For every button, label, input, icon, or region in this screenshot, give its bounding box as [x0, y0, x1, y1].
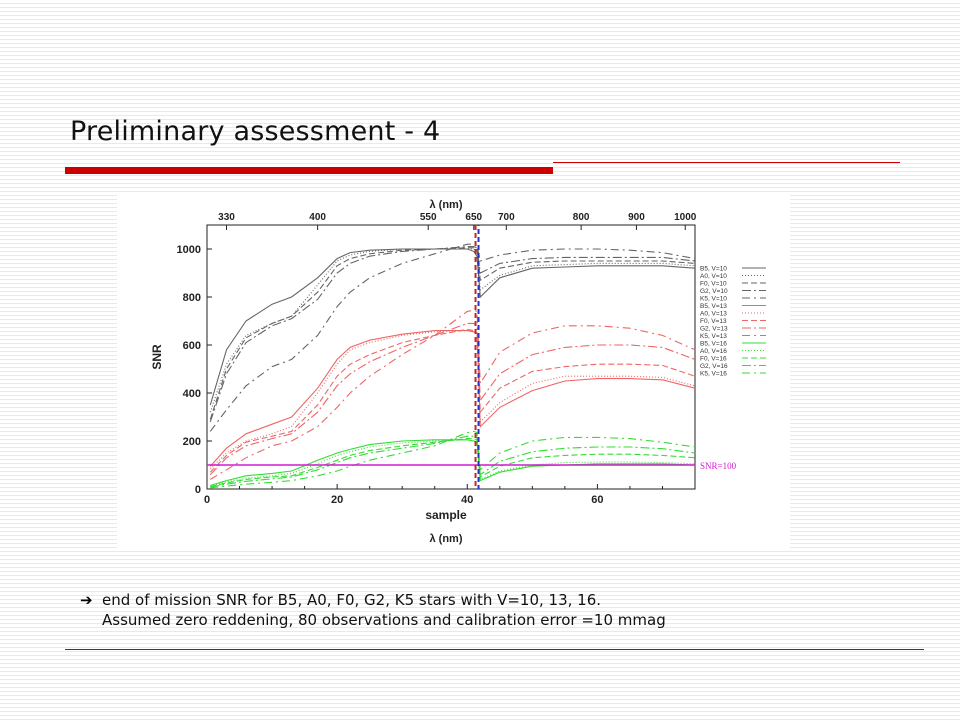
- legend-label-8: G2, V=13: [700, 326, 728, 333]
- legend-label-13: G2, V=16: [700, 363, 728, 370]
- top-tick-label: 900: [628, 212, 645, 223]
- plot-frame: [206, 224, 696, 490]
- legend-label-0: B5, V=10: [700, 266, 727, 273]
- legend-label-3: G2, V=10: [700, 288, 728, 295]
- legend-label-4: K5, V=10: [700, 296, 727, 303]
- legend-label-12: F0, V=16: [700, 356, 727, 363]
- x-tick-label: 60: [591, 494, 603, 506]
- x-axis-label: sample: [425, 508, 467, 522]
- y-tick-label: 0: [195, 484, 201, 496]
- x-tick-label: 0: [204, 494, 210, 506]
- x-tick-label: 20: [331, 494, 343, 506]
- series-line-9: [210, 309, 696, 480]
- legend-label-9: K5, V=13: [700, 333, 727, 340]
- series-line-7: [209, 328, 696, 473]
- series-line-4: [209, 243, 696, 432]
- bottom-axis-label: λ (nm): [430, 533, 463, 545]
- y-axis-label: SNR: [150, 344, 164, 370]
- legend-label-5: B5, V=13: [700, 303, 727, 310]
- legend-label-1: A0, V=10: [700, 273, 727, 280]
- legend-label-6: A0, V=13: [700, 311, 727, 318]
- title-underline-thick: [65, 167, 553, 174]
- y-tick-label: 400: [183, 388, 201, 400]
- series-line-5: [209, 330, 696, 467]
- caption-line-1: ➔ end of mission SNR for B5, A0, F0, G2, …: [80, 590, 666, 610]
- title-underline: [65, 161, 900, 174]
- legend-label-10: B5, V=16: [700, 341, 727, 348]
- title-underline-thin: [553, 162, 900, 163]
- top-tick-label: 330: [218, 212, 235, 223]
- y-tick-label: 1000: [177, 244, 201, 256]
- series-line-2: [209, 247, 696, 420]
- legend-label-2: F0, V=10: [700, 281, 727, 288]
- top-axis-label: λ (nm): [430, 199, 463, 211]
- legend-label-7: F0, V=13: [700, 318, 727, 325]
- legend-label-11: A0, V=16: [700, 348, 727, 355]
- snr-chart-figure: 0 20 40 60 0 200 400 600 800 1000 330 400 550 650 700 8…: [117, 192, 790, 550]
- y-tick-label: 200: [183, 436, 201, 448]
- series-line-3: [209, 246, 696, 422]
- top-tick-label: 550: [420, 212, 437, 223]
- series-line-13: [210, 435, 696, 488]
- footer-rule: [65, 649, 924, 650]
- caption: ➔ end of mission SNR for B5, A0, F0, G2, …: [80, 590, 666, 630]
- top-tick-label: 700: [498, 212, 515, 223]
- caption-line-2: Assumed zero reddening, 80 observations …: [102, 611, 666, 629]
- y-tick-label: 800: [183, 292, 201, 304]
- slide-title: Preliminary assessment - 4: [70, 116, 441, 147]
- arrow-right-icon: ➔: [80, 591, 93, 609]
- threshold-label: SNR=100: [700, 461, 737, 471]
- caption-text-1: end of mission SNR for B5, A0, F0, G2, K…: [102, 591, 602, 609]
- top-tick-label: 650: [465, 212, 482, 223]
- legend-label-14: K5, V=16: [700, 371, 727, 378]
- series-line-8: [209, 322, 696, 475]
- top-tick-label: 800: [573, 212, 590, 223]
- y-tick-label: 600: [183, 340, 201, 352]
- x-tick-label: 40: [461, 494, 473, 506]
- series-line-14: [210, 430, 696, 489]
- series-line-12: [210, 438, 696, 488]
- top-tick-label: 1000: [674, 212, 697, 223]
- top-tick-label: 400: [309, 212, 326, 223]
